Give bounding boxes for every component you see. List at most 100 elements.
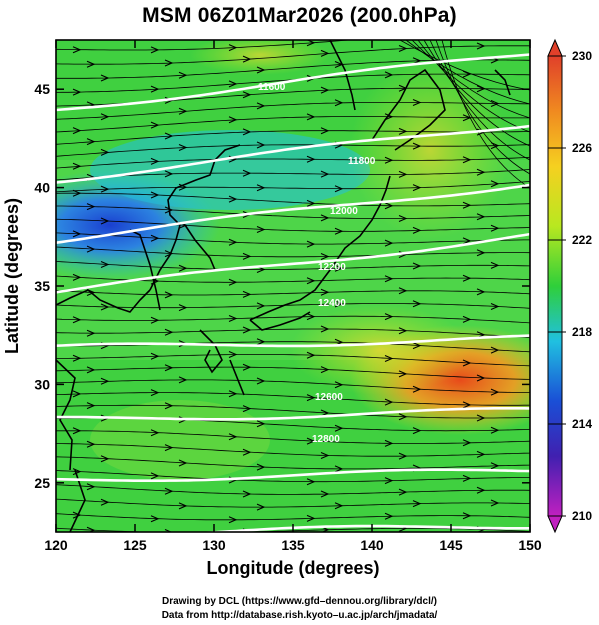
credit-data: Data from http://database.rish.kyoto–u.a… xyxy=(161,610,438,621)
wind-arrow xyxy=(462,274,472,282)
wind-arrow xyxy=(164,170,174,178)
wind-arrow xyxy=(306,240,316,248)
wind-arrow xyxy=(384,113,394,121)
wind-arrow xyxy=(462,237,472,245)
wind-arrow xyxy=(164,250,174,258)
streamline xyxy=(56,232,530,245)
streamline xyxy=(56,430,530,444)
wind-arrow xyxy=(462,70,472,78)
wind-arrow xyxy=(384,512,394,520)
wind-arrow xyxy=(86,203,96,211)
wind-arrow xyxy=(100,377,110,385)
wind-arrow xyxy=(100,498,110,506)
wind-arrow xyxy=(242,326,252,334)
wind-arrow xyxy=(178,502,188,510)
y-tick-label: 40 xyxy=(34,180,50,196)
wind-arrow xyxy=(462,201,472,209)
x-axis-label: Longitude (degrees) xyxy=(206,558,380,578)
wind-arrow xyxy=(384,354,394,363)
wind-arrow xyxy=(334,381,344,389)
wind-arrow xyxy=(462,439,472,447)
contour-label: 12600 xyxy=(315,392,343,403)
wind-arrow xyxy=(334,424,344,432)
wind-arrow xyxy=(463,30,470,36)
wind-arrow xyxy=(462,315,472,323)
wind-arrow xyxy=(242,252,252,260)
wind-arrow xyxy=(334,264,344,272)
wind-arrow xyxy=(242,91,252,99)
wind-arrow xyxy=(398,44,408,53)
wind-arrow xyxy=(72,189,82,197)
wind-arrow xyxy=(150,157,160,165)
height-contour xyxy=(56,232,530,294)
wind-arrow xyxy=(306,113,316,121)
wind-arrow xyxy=(306,199,316,207)
wind-arrow xyxy=(490,426,500,434)
colorbar: 230 226 222 218 214 210 xyxy=(547,38,592,534)
wind-arrow xyxy=(398,413,408,421)
streamline xyxy=(56,456,530,470)
wind-arrow xyxy=(462,474,472,482)
streamline xyxy=(56,246,530,258)
wind-arrow xyxy=(476,450,486,458)
wind-arrow xyxy=(72,354,82,362)
x-tick-label: 120 xyxy=(44,537,68,553)
wind-arrow xyxy=(86,483,96,491)
wind-arrow xyxy=(320,366,330,374)
streamline xyxy=(56,392,530,406)
wind-arrow xyxy=(412,184,422,192)
wind-arrow xyxy=(100,113,110,121)
wind-arrow xyxy=(334,99,344,107)
x-tick-label: 145 xyxy=(439,537,463,553)
streamline xyxy=(56,328,530,338)
wind-arrow xyxy=(242,405,252,413)
streamline xyxy=(56,513,530,521)
wind-arrow xyxy=(334,300,344,308)
wind-arrow xyxy=(306,351,316,359)
contour-label: 12400 xyxy=(318,298,346,309)
wind-arrow xyxy=(242,169,252,177)
colorbar-tick-label: 230 xyxy=(572,49,592,63)
wind-arrow xyxy=(178,107,188,115)
streamline xyxy=(435,40,530,175)
streamline xyxy=(56,404,530,419)
colorbar-min-triangle xyxy=(547,515,563,534)
wind-arrow xyxy=(72,316,82,324)
wind-arrow xyxy=(86,440,96,448)
wind-arrow xyxy=(398,488,408,496)
wind-arrow xyxy=(412,226,422,234)
wind-arrow xyxy=(228,80,238,88)
wind-arrow xyxy=(384,239,394,247)
wind-arrow xyxy=(490,499,500,507)
wind-arrow xyxy=(384,202,394,210)
wind-arrow xyxy=(178,459,188,467)
wind-arrow xyxy=(150,234,160,242)
colorbar-tick-label: 214 xyxy=(572,417,592,431)
wind-arrow xyxy=(242,363,252,371)
wind-arrow xyxy=(320,409,330,417)
height-contour xyxy=(56,53,530,112)
wind-arrow xyxy=(72,88,82,96)
colorbar-tick-label: 222 xyxy=(572,233,592,247)
streamline xyxy=(56,498,530,508)
wind-arrow xyxy=(462,401,472,409)
wind-arrow xyxy=(256,420,266,428)
x-tick-label: 135 xyxy=(281,537,305,553)
wind-arrow xyxy=(100,74,110,82)
wind-arrow xyxy=(412,142,422,150)
wind-arrow xyxy=(150,515,160,523)
y-axis-label: Latitude (degrees) xyxy=(2,197,22,354)
wind-arrow xyxy=(462,359,472,367)
wind-arrow xyxy=(256,463,266,471)
wind-arrow xyxy=(306,394,316,402)
wind-arrow xyxy=(72,511,82,519)
wind-arrow xyxy=(490,180,500,188)
streamline xyxy=(423,40,530,147)
wind-arrow xyxy=(490,224,500,232)
wind-arrow xyxy=(100,455,110,463)
wind-arrow xyxy=(398,452,408,460)
wind-arrow xyxy=(72,127,82,135)
wind-arrow xyxy=(164,328,174,336)
wind-arrow xyxy=(334,465,344,473)
wind-arrow xyxy=(412,300,422,308)
